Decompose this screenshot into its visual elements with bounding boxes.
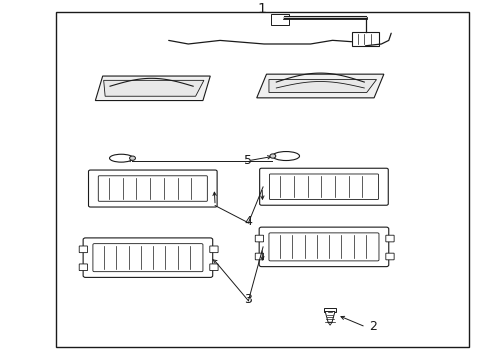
FancyBboxPatch shape (98, 176, 207, 201)
FancyBboxPatch shape (385, 235, 393, 242)
Text: 1: 1 (257, 2, 265, 16)
Polygon shape (268, 80, 376, 93)
Polygon shape (95, 76, 210, 100)
FancyBboxPatch shape (385, 253, 393, 260)
Polygon shape (103, 80, 203, 96)
FancyBboxPatch shape (259, 168, 387, 205)
FancyBboxPatch shape (209, 246, 218, 253)
FancyBboxPatch shape (255, 253, 263, 260)
Polygon shape (323, 308, 336, 311)
FancyBboxPatch shape (269, 174, 378, 199)
FancyBboxPatch shape (209, 264, 218, 271)
Text: 3: 3 (244, 293, 252, 306)
Text: 2: 2 (368, 320, 376, 333)
FancyBboxPatch shape (255, 235, 263, 242)
Bar (351, 32, 378, 46)
Polygon shape (325, 311, 334, 322)
Text: 4: 4 (244, 215, 252, 228)
FancyBboxPatch shape (88, 170, 217, 207)
FancyBboxPatch shape (79, 246, 87, 253)
Polygon shape (256, 74, 383, 98)
FancyBboxPatch shape (93, 244, 203, 272)
Text: 5: 5 (244, 154, 252, 167)
Ellipse shape (269, 154, 275, 158)
Ellipse shape (129, 156, 135, 160)
FancyBboxPatch shape (268, 233, 378, 261)
Ellipse shape (272, 152, 299, 161)
FancyBboxPatch shape (83, 238, 212, 278)
Bar (56, 12, 468, 347)
FancyBboxPatch shape (79, 264, 87, 271)
Ellipse shape (109, 154, 133, 162)
FancyBboxPatch shape (259, 227, 388, 267)
Bar (271, 14, 288, 25)
